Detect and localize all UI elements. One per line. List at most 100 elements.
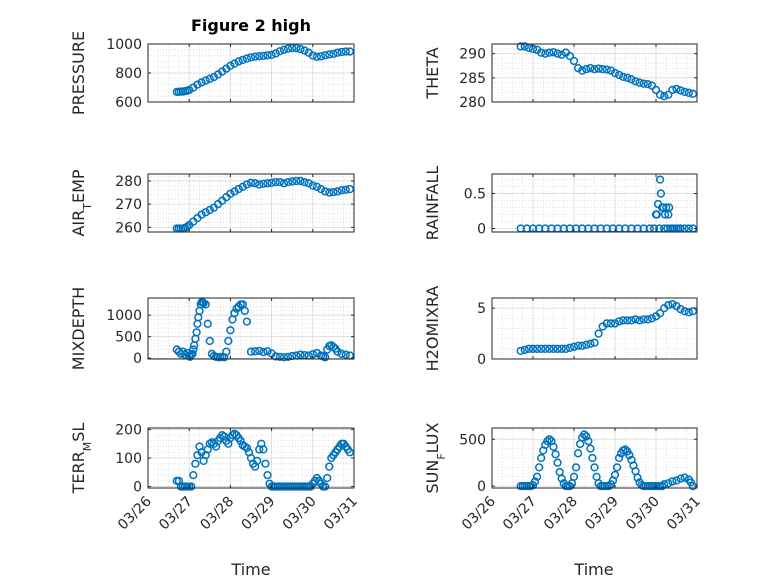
subplot-1-y-tick-label: 800 — [115, 66, 142, 82]
subplot-3-data-point — [308, 181, 317, 190]
subplot-1: 600 800 1000 PRESSURE — [69, 31, 355, 115]
subplot-8-data-point — [610, 470, 620, 480]
subplot-6-data-point — [590, 338, 599, 347]
subplot-3-plot-area — [148, 174, 354, 232]
subplot-8-ylabel: SUNFLUX — [423, 422, 448, 493]
subplot-6-data-point — [520, 345, 529, 355]
subplot-8-axes-box — [491, 427, 698, 489]
subplot-6-data-point — [623, 316, 632, 325]
subplot-1-data-point — [242, 54, 252, 63]
subplot-3-data-point — [341, 185, 350, 194]
subplot-7-ylabel-sub: M — [81, 442, 94, 452]
x-axis-label-right: Time — [573, 560, 613, 579]
subplot-2: 280 285 290 THETA — [423, 42, 698, 111]
subplot-1-data-point — [267, 50, 276, 60]
subplot-8-data-point — [621, 445, 630, 454]
subplot-3-data-point — [250, 179, 260, 188]
subplot-3-data-point — [271, 177, 280, 187]
subplot-3-data-point — [182, 222, 192, 232]
subplot-8-y-tick-label: 500 — [459, 432, 486, 448]
subplot-8-data-point — [584, 436, 593, 446]
subplot-2-data-point — [639, 79, 648, 88]
subplot-2-data-point — [545, 48, 554, 57]
subplot-6-data-point — [655, 309, 665, 318]
subplot-3-data-point — [263, 179, 272, 188]
subplot-6-data-point — [688, 307, 698, 316]
subplot-5-ylabel: MIXDEPTH — [69, 287, 88, 370]
subplot-7-data-point — [187, 482, 196, 491]
subplot-7-data-point — [263, 470, 272, 480]
subplot-2-data-point — [573, 64, 583, 73]
subplot-8-data-point — [668, 477, 677, 486]
subplot-8-data-point — [604, 481, 613, 491]
subplot-8-ylabel-part: LUX — [423, 422, 442, 453]
subplot-1-ylabel: PRESSURE — [69, 31, 88, 115]
subplot-2-data-point — [614, 70, 624, 80]
subplot-4-axes-box — [491, 173, 698, 233]
subplot-8-x-tick-label: 03/26 — [459, 493, 499, 533]
subplot-7-data-point — [189, 470, 198, 480]
subplot-3-ylabel: AIRTEMP — [69, 169, 94, 236]
subplot-1-data-point — [230, 59, 239, 68]
subplot-8-data-point — [664, 479, 673, 488]
subplot-1-data-point — [246, 53, 256, 62]
subplot-2-data-point — [660, 92, 669, 101]
subplot-7-data-point — [325, 462, 334, 471]
subplot-8-y-tick-label: 0 — [477, 479, 486, 495]
subplot-5-data-point — [279, 353, 289, 362]
subplot-5-data-point — [312, 348, 322, 358]
subplot-6-data-point — [561, 344, 570, 353]
subplot-6-data-point — [680, 307, 689, 316]
subplot-3-data-point — [234, 184, 243, 194]
subplot-2-y-tick-label: 290 — [459, 47, 486, 63]
subplot-6-data-point — [619, 316, 628, 325]
subplot-4-plot-area — [492, 174, 697, 232]
subplot-5-data-point — [333, 347, 342, 356]
subplot-5-data-point — [224, 336, 233, 346]
subplot-8-data-point — [549, 442, 558, 451]
subplot-6-data-point — [553, 344, 562, 353]
subplot-8-data-point — [537, 453, 546, 463]
subplot-6-data-point — [569, 342, 579, 351]
subplot-3-data-point — [329, 187, 338, 197]
subplot-5-data-point — [240, 306, 249, 316]
subplot-3-data-point — [325, 188, 334, 197]
subplot-7-data-point — [253, 456, 262, 466]
subplot-5: 0 500 1000 MIXDEPTH — [69, 287, 355, 370]
subplot-2-data-point — [643, 79, 652, 89]
subplot-6-ylabel: H2OMIXRA — [423, 286, 442, 372]
subplot-8-data-point — [553, 458, 562, 467]
subplot-5-data-point — [341, 350, 350, 359]
subplot-3-data-point — [197, 210, 206, 219]
subplot-6: 0 5 H2OMIXRA — [423, 286, 698, 372]
subplot-2-data-point — [590, 64, 599, 74]
subplot-7-y-tick-label: 0 — [133, 480, 142, 496]
subplot-8-data-point — [680, 473, 689, 482]
subplot-1-data-point — [283, 44, 293, 53]
subplot-3-ylabel-sub: T — [81, 203, 94, 211]
subplot-6-y-tick-label: 0 — [477, 352, 486, 368]
subplot-1-data-point — [300, 46, 309, 55]
subplot-6-data-point — [516, 346, 525, 356]
subplot-7-ylabel-part: TERR — [69, 451, 88, 494]
subplot-6-data-point — [528, 344, 538, 353]
subplot-2-data-point — [627, 75, 636, 84]
subplot-8-data-point — [633, 473, 642, 482]
subplot-3-data-point — [300, 177, 309, 187]
subplot-2-data-point — [569, 56, 579, 66]
subplot-4: 0 0.5 RAINFALL — [423, 166, 698, 240]
subplot-4-y-tick-label: 0 — [477, 222, 486, 238]
subplot-3-data-point — [292, 176, 301, 186]
subplot-7-x-tick-label: 03/28 — [197, 494, 237, 534]
subplot-7-data-point — [261, 459, 270, 468]
subplot-8-data-point — [543, 436, 552, 446]
subplot-1-data-point — [234, 57, 243, 66]
subplot-6-data-point — [545, 344, 554, 353]
subplot-3-data-point — [312, 182, 322, 191]
subplot-7-x-tick-label: 03/31 — [321, 494, 361, 534]
subplot-5-data-point — [337, 349, 346, 358]
subplot-5-data-point — [321, 353, 330, 362]
subplot-8-data-point — [625, 451, 634, 460]
subplot-6-data-point — [602, 319, 611, 328]
subplot-2-data-point — [520, 42, 529, 51]
